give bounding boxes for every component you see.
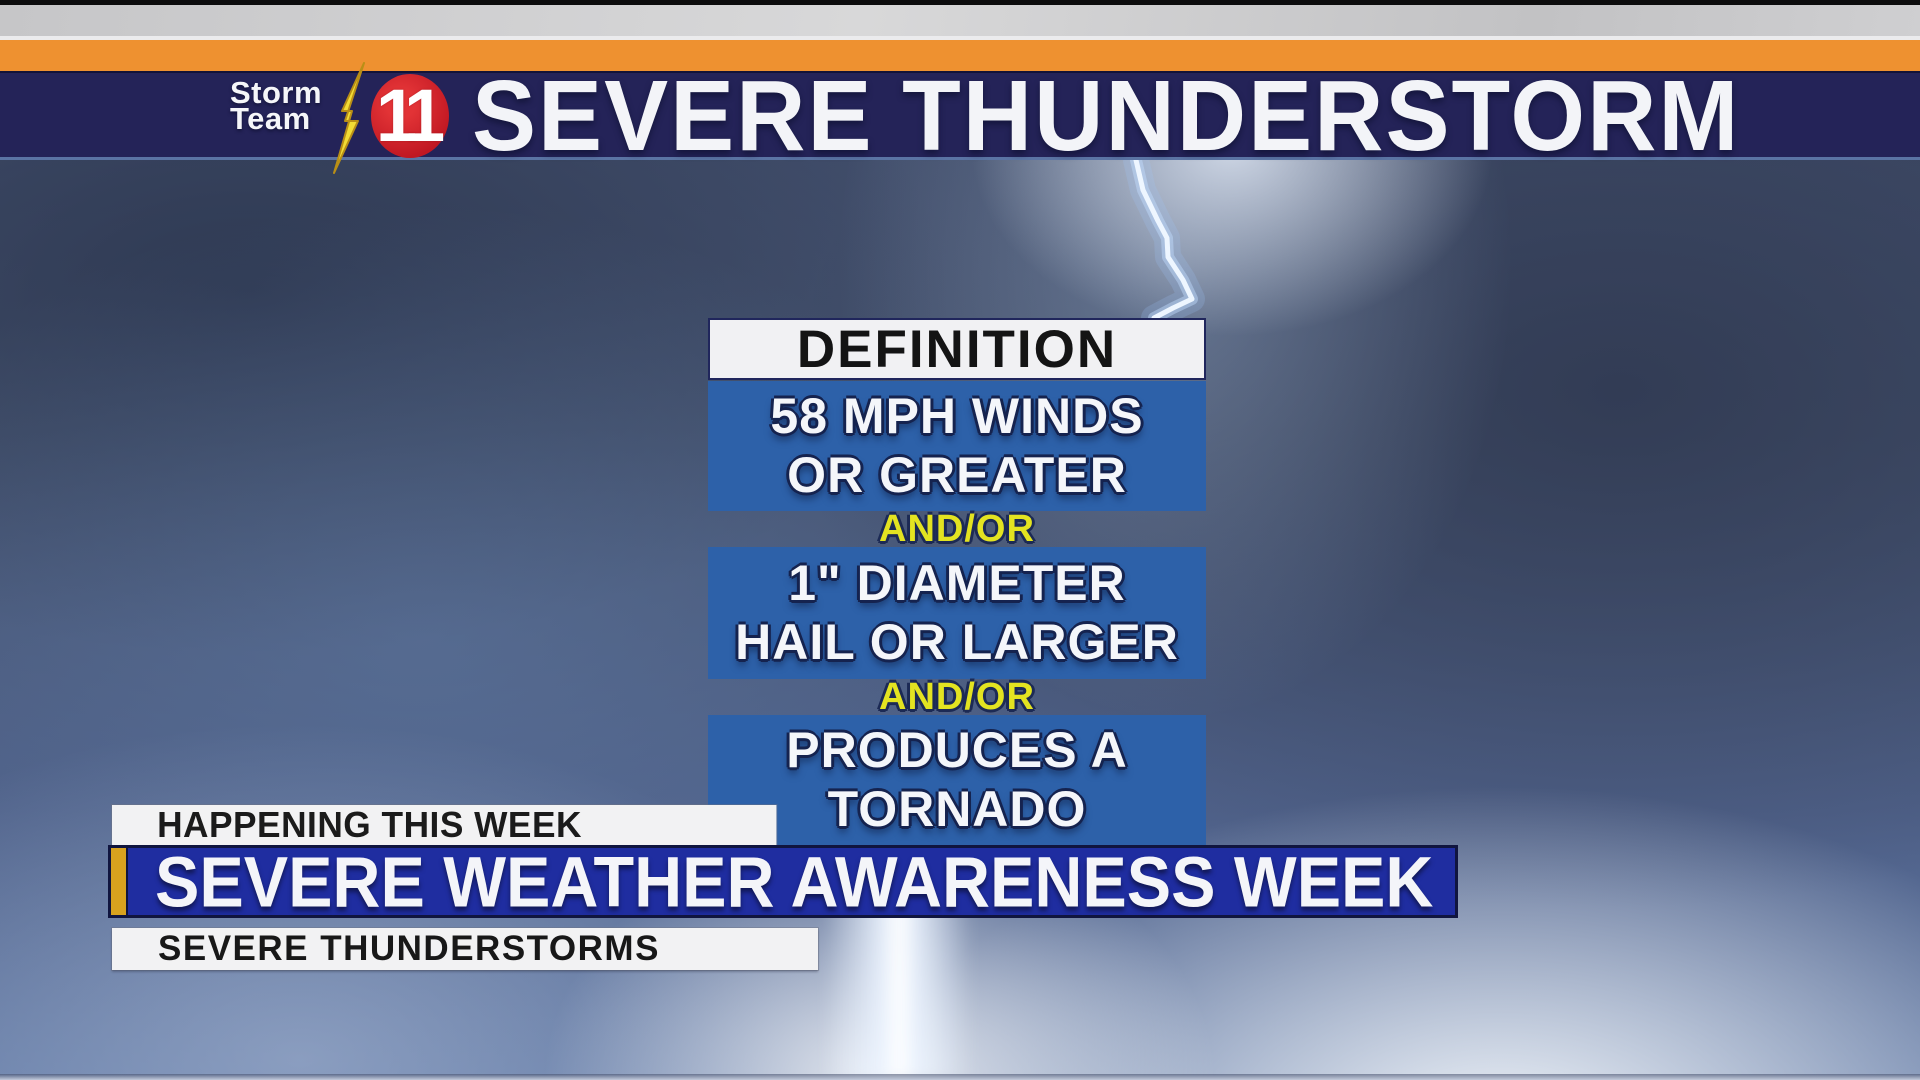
storm-team-logo-text: Storm Team [230, 75, 323, 136]
definition-line: 1" DIAMETER [788, 555, 1126, 611]
kicker-text: HAPPENING THIS WEEK [157, 804, 582, 845]
channel-number: 11 [375, 74, 445, 157]
lower-third-subline: SEVERE THUNDERSTORMS [112, 928, 818, 970]
lower-third-headline-bar: SEVERE WEATHER AWARENESS WEEK [108, 842, 1458, 921]
lightning-glow-streak [822, 890, 972, 1080]
definition-line: HAIL OR LARGER [735, 614, 1179, 670]
title-banner: Storm Team 11 SEVERE THUNDERSTORM [0, 60, 1920, 174]
definition-header: DEFINITION [708, 318, 1206, 380]
top-orange-bar [0, 40, 1920, 71]
subline-text: SEVERE THUNDERSTORMS [158, 929, 660, 968]
top-gray-bar [0, 5, 1920, 36]
definition-line: OR GREATER [787, 447, 1127, 503]
and-or-connector: AND/OR [879, 675, 1035, 718]
definition-item-winds: 58 MPH WINDS OR GREATER [708, 381, 1206, 511]
top-white-line [0, 36, 1920, 40]
logo-lightning-icon [333, 62, 365, 174]
logo-line-storm: Storm [230, 75, 323, 110]
definition-item-tornado: PRODUCES A TORNADO [708, 715, 1206, 845]
headline-text: SEVERE WEATHER AWARENESS WEEK [155, 841, 1434, 922]
definition-line: TORNADO [827, 781, 1087, 837]
channel-11-badge: 11 [371, 74, 449, 158]
definition-panel: DEFINITION 58 MPH WINDS OR GREATER AND/O… [708, 318, 1206, 845]
gold-accent-bar [111, 848, 128, 915]
top-black-bar [0, 0, 1920, 5]
definition-item-hail: 1" DIAMETER HAIL OR LARGER [708, 547, 1206, 679]
bottom-edge-strip [0, 1074, 1920, 1080]
definition-line: PRODUCES A [786, 722, 1128, 778]
definition-line: 58 MPH WINDS [770, 388, 1144, 444]
banner-title: SEVERE THUNDERSTORM [472, 60, 1741, 172]
logo-line-team: Team [230, 101, 311, 136]
lower-third-kicker: HAPPENING THIS WEEK [112, 804, 777, 845]
and-or-connector: AND/OR [879, 507, 1035, 550]
